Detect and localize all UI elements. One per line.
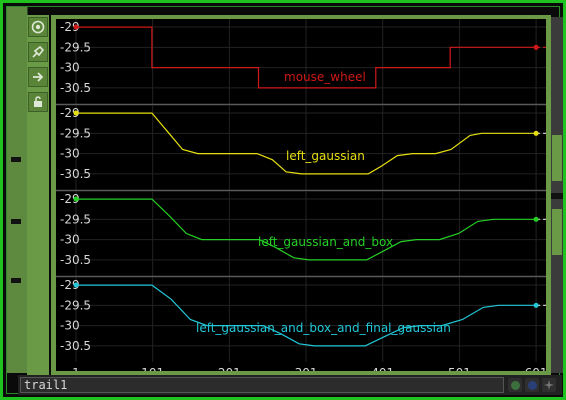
y-tick-label: -29.5 xyxy=(60,126,91,140)
lane-bg xyxy=(56,19,546,104)
scrollbar-thumb[interactable] xyxy=(552,135,562,181)
y-tick-label: -29.5 xyxy=(60,298,91,312)
viewer-panel: -29 -29.5 -30 -30.5 mouse_wheel -29 -29.5 -30 -3… xyxy=(6,6,563,395)
y-tick-label: -30 xyxy=(60,147,80,161)
series-end-point xyxy=(533,130,539,136)
y-tick-label: -29.5 xyxy=(60,212,91,226)
series-line xyxy=(76,26,537,89)
series-label: left_gaussian_and_box xyxy=(258,235,393,249)
input-connector[interactable] xyxy=(11,219,21,224)
y-tick-label: -30 xyxy=(60,61,80,75)
record-icon[interactable] xyxy=(508,378,522,392)
input-connector[interactable] xyxy=(11,278,21,283)
x-tick-label: 101 xyxy=(141,366,164,371)
y-tick-label: -30 xyxy=(60,233,80,247)
series-end-point xyxy=(533,302,539,308)
y-tick-label: -29 xyxy=(60,278,80,292)
x-tick-label: 601 xyxy=(525,366,546,371)
target-icon[interactable] xyxy=(28,17,48,37)
series-line xyxy=(76,198,537,261)
viewer-toolbar xyxy=(27,15,49,375)
x-tick-label: 301 xyxy=(295,366,318,371)
chart-area[interactable]: -29 -29.5 -30 -30.5 mouse_wheel -29 -29.5 -30 -3… xyxy=(56,19,548,380)
series-label: mouse_wheel xyxy=(284,70,366,84)
lane-bg xyxy=(56,191,546,276)
series-start-point xyxy=(73,196,79,202)
blue-dot-icon[interactable] xyxy=(525,378,539,392)
y-tick-label: -29.5 xyxy=(60,40,91,54)
input-connector-strip xyxy=(7,7,28,373)
series-start-point xyxy=(73,24,79,30)
y-tick-label: -30 xyxy=(60,319,80,333)
vertical-scrollbar[interactable] xyxy=(551,17,563,373)
node-name-field[interactable]: trail1 xyxy=(20,377,504,393)
lane-bg xyxy=(56,105,546,190)
series-line xyxy=(76,284,537,347)
y-tick-label: -30.5 xyxy=(60,81,91,95)
scrollbar-thumb[interactable] xyxy=(552,209,562,255)
x-tick-label: 501 xyxy=(448,366,471,371)
scrollbar-marker xyxy=(551,193,563,199)
x-tick-label: 1 xyxy=(72,366,80,371)
y-tick-label: -29 xyxy=(60,106,80,120)
series-end-point xyxy=(533,44,539,50)
lane-bg xyxy=(56,277,546,362)
y-tick-label: -29 xyxy=(60,192,80,206)
status-bar: trail1 xyxy=(18,375,562,395)
series-start-point xyxy=(73,282,79,288)
series-label: left_gaussian xyxy=(286,149,365,163)
arrow-right-icon[interactable] xyxy=(28,67,48,87)
chart-svg: -29 -29.5 -30 -30.5 mouse_wheel -29 -29.5 -30 -3… xyxy=(56,19,548,380)
y-tick-label: -30.5 xyxy=(60,339,91,353)
y-tick-label: -30.5 xyxy=(60,167,91,181)
series-line xyxy=(76,112,537,175)
input-connector[interactable] xyxy=(11,157,21,162)
y-tick-label: -30.5 xyxy=(60,253,91,267)
series-start-point xyxy=(73,110,79,116)
pin-icon[interactable] xyxy=(28,42,48,62)
x-tick-label: 201 xyxy=(218,366,241,371)
sparkle-icon[interactable] xyxy=(542,378,556,392)
lock-icon[interactable] xyxy=(28,92,48,112)
series-end-point xyxy=(533,216,539,222)
y-tick-label: -29 xyxy=(60,20,80,34)
series-label: left_gaussian_and_box_and_final_gaussian xyxy=(196,321,451,335)
x-tick-label: 401 xyxy=(371,366,394,371)
